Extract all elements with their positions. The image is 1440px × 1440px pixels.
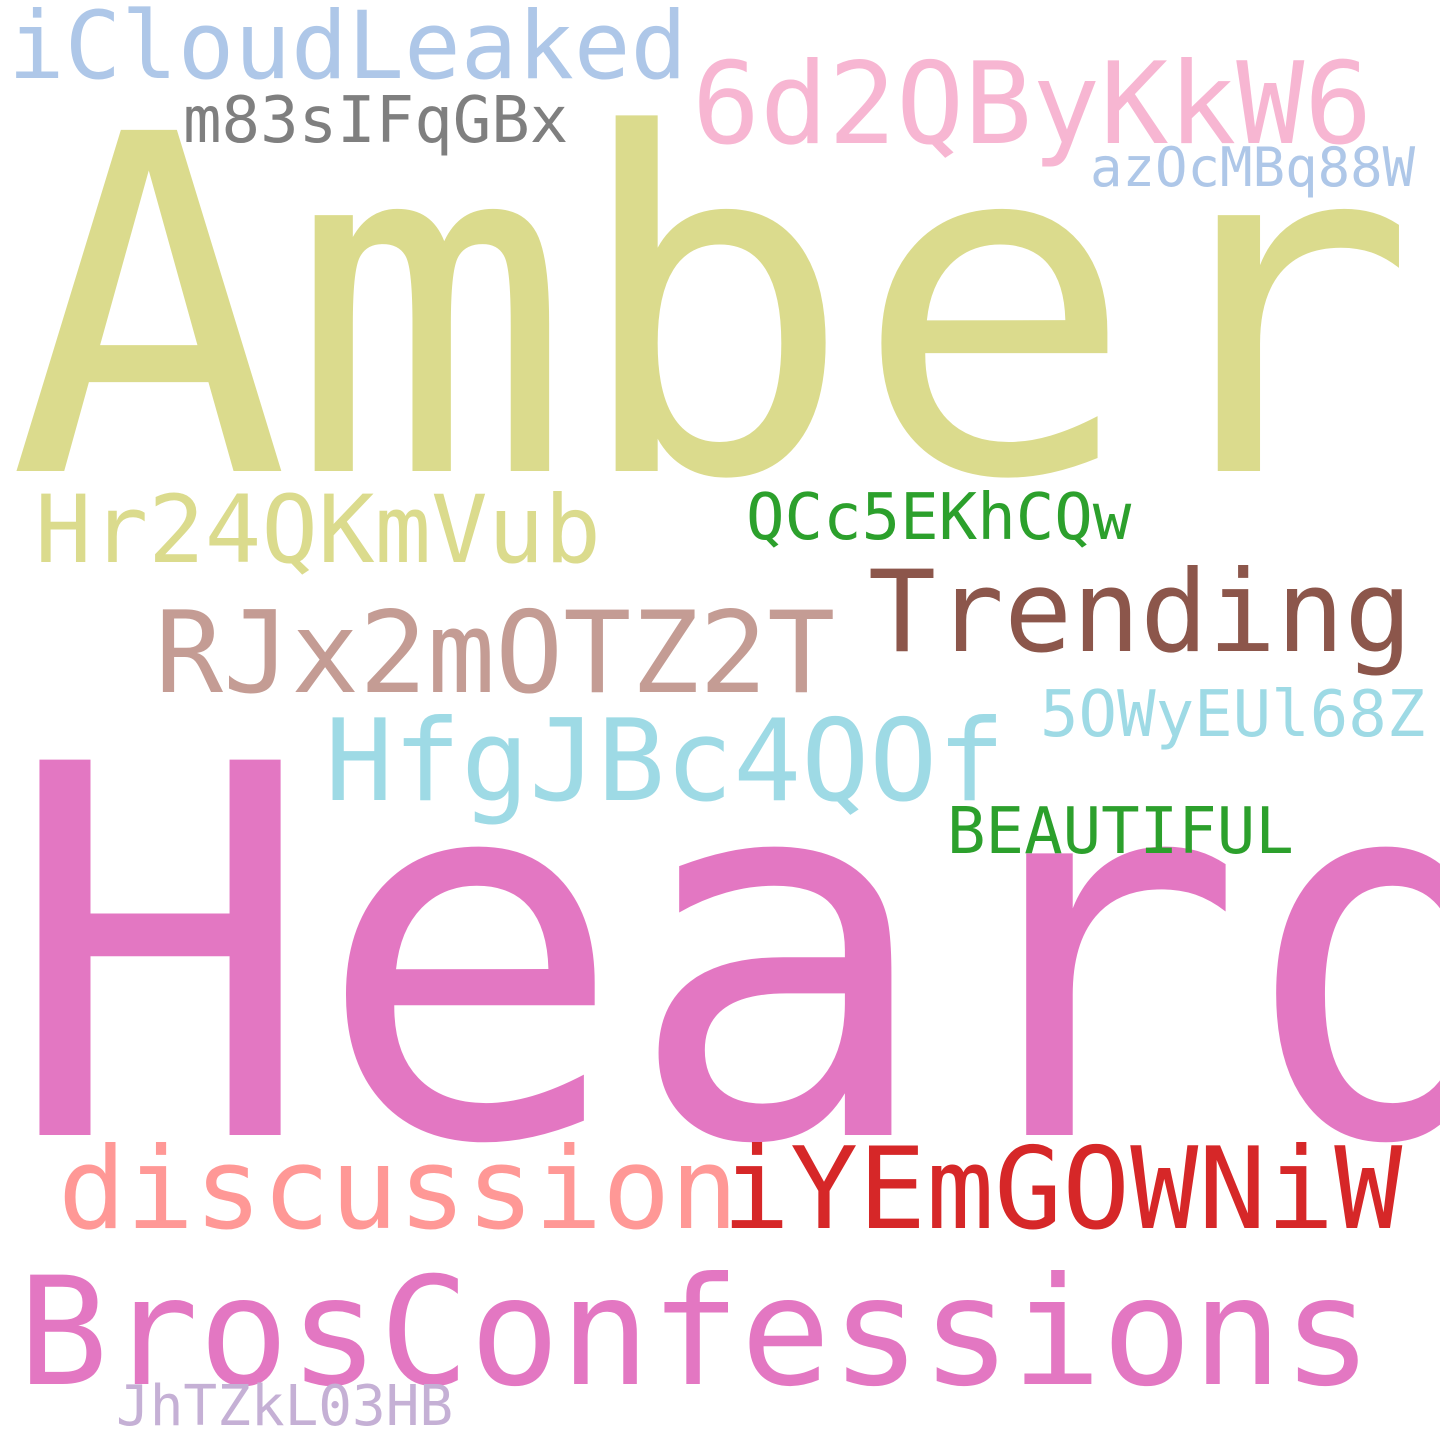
word-heard: Heard [5,658,1440,1257]
word-discussion: discussion [58,1123,739,1255]
word-hfgjbc4qof: HfgJBc4QOf [325,695,1006,827]
word-rjx2motz2t: RJx2mOTZ2T [155,587,836,719]
word-beautiful: BEAUTIFUL [947,795,1294,869]
word-trending: Trending [868,546,1413,678]
word-iyemgowniw: iYEmGOWNiW [722,1123,1403,1255]
word-amber: Amber [8,38,1417,582]
word-azocmbq88w: azOcMBq88W [1090,136,1416,199]
word-hr24qkmvub: Hr24QKmVub [35,476,601,585]
word-qcc5ekhcqw: QCc5EKhCQw [746,481,1132,555]
word-6d2qbykkw6: 6d2QByKkW6 [692,38,1373,170]
word-5owyeul68z: 5OWyEUl68Z [1040,678,1426,752]
word-jhtzkl03hb: JhTZkL03HB [116,1374,454,1439]
word-brosconfessions: BrosConfessions [18,1246,1373,1420]
word-icloudleaked: iCloudLeaked [8,0,688,101]
word-m83sifqgbx: m83sIFqGBx [183,84,569,158]
